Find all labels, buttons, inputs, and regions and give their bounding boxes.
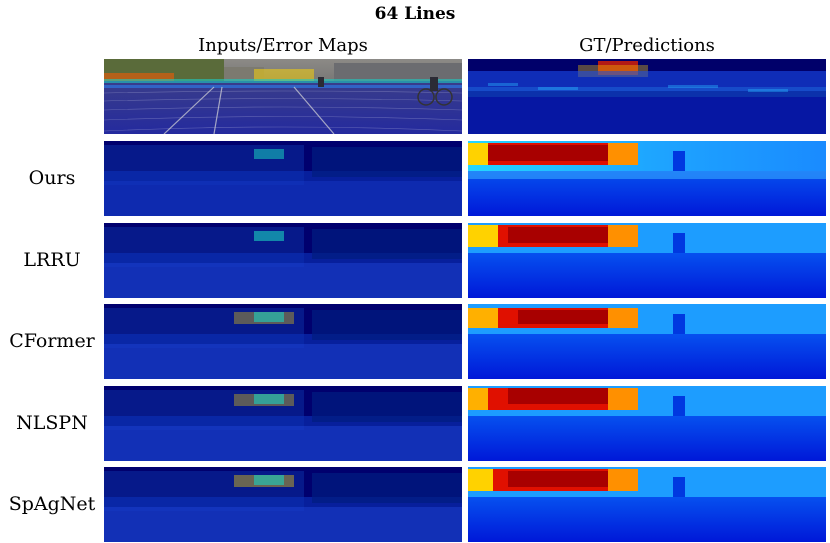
prediction-cformer [468,304,826,379]
row-label-lrru: LRRU [23,249,81,271]
prediction-spagnet [468,467,826,542]
prediction-ours [468,141,826,216]
row-label-cformer: CFormer [9,330,95,352]
row-label-nlspn: NLSPN [16,412,88,434]
prediction-nlspn [468,386,826,461]
input-image-panel [104,59,462,134]
error-map-ours [104,141,462,216]
error-map-cformer [104,304,462,379]
row-label-ours: Ours [28,167,76,189]
error-map-spagnet [104,467,462,542]
prediction-lrru [468,223,826,298]
row-label-spagnet: SpAgNet [8,493,96,515]
error-map-lrru [104,223,462,298]
gt-depth-panel [468,59,826,134]
column-header-gt: GT/Predictions [579,35,715,56]
figure-title: 64 Lines [374,4,456,24]
column-header-inputs: Inputs/Error Maps [198,35,368,56]
error-map-nlspn [104,386,462,461]
